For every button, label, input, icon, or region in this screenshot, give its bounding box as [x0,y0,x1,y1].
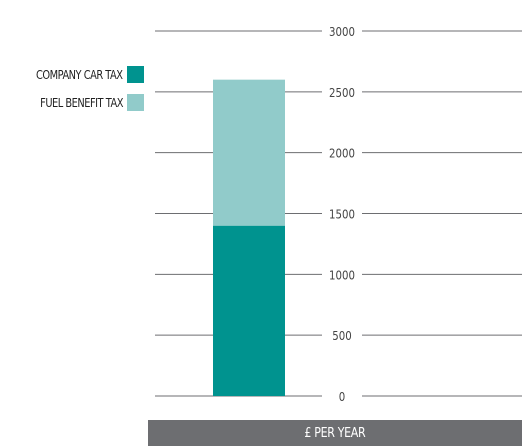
y-tick-label-1000: 1000 [329,269,355,283]
legend-swatch-company-car-tax [127,66,144,83]
unit-label: £ PER YEAR [304,425,366,441]
bar-segment-company-car-tax [213,225,285,396]
legend-label-company-car-tax: COMPANY CAR TAX [36,67,123,82]
legend-item-fuel-benefit-tax: FUEL BENEFIT TAX [22,94,144,111]
legend-label-fuel-benefit-tax: FUEL BENEFIT TAX [40,95,123,110]
bar-segment-fuel-benefit-tax [213,79,285,226]
unit-label-bar: £ PER YEAR [148,420,522,446]
y-tick-label-2000: 2000 [329,147,355,161]
y-tick-label-3000: 3000 [329,25,355,39]
y-tick-label-2500: 2500 [329,86,355,100]
y-tick-label-0: 0 [339,390,345,404]
stacked-bar-chart: 0 500 1000 1500 2000 2500 3000 [155,25,522,404]
legend: COMPANY CAR TAX FUEL BENEFIT TAX [17,66,144,111]
legend-swatch-fuel-benefit-tax [127,94,144,111]
y-tick-label-1500: 1500 [329,208,355,222]
legend-item-company-car-tax: COMPANY CAR TAX [17,66,144,83]
y-tick-label-500: 500 [332,329,351,343]
